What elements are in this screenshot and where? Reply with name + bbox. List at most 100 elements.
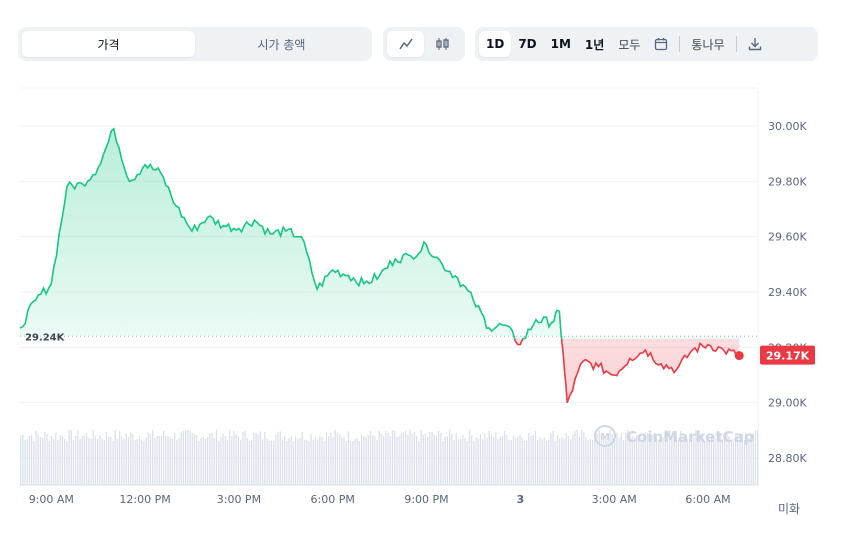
volume-bar xyxy=(339,434,341,485)
volume-bar xyxy=(145,437,147,485)
volume-bar xyxy=(651,435,653,485)
volume-bar xyxy=(545,441,548,485)
volume-bar xyxy=(402,432,405,485)
volume-bar xyxy=(559,438,561,485)
volume-bar xyxy=(262,439,264,485)
volume-bar xyxy=(187,430,189,485)
volume-bar xyxy=(508,440,510,485)
volume-bar xyxy=(198,441,200,485)
volume-bar xyxy=(682,437,684,485)
line-chart-icon xyxy=(398,38,413,50)
volume-bar xyxy=(200,438,202,485)
volume-bar xyxy=(220,437,222,485)
volume-bar xyxy=(506,435,508,485)
y-tick-label: 29.20K xyxy=(768,341,807,354)
volume-bar xyxy=(330,433,332,485)
volume-bar xyxy=(541,439,543,485)
price-line-up xyxy=(19,127,563,339)
volume-bar xyxy=(512,436,515,485)
volume-bar xyxy=(248,441,251,485)
line-chart-button[interactable] xyxy=(387,31,424,57)
volume-bar xyxy=(165,436,167,485)
volume-bar xyxy=(578,437,581,485)
volume-bar xyxy=(132,434,134,485)
volume-bar xyxy=(497,439,499,485)
date-picker-button[interactable] xyxy=(647,31,675,57)
volume-bar xyxy=(189,431,191,485)
metric-tabs: 가격 시가 총액 xyxy=(18,27,372,61)
volume-bar xyxy=(622,440,625,485)
tab-range-1d[interactable]: 1D xyxy=(479,31,512,57)
volume-bar xyxy=(627,430,629,485)
tab-range-1m[interactable]: 1M xyxy=(550,37,571,51)
volume-bar xyxy=(565,433,567,485)
volume-bar xyxy=(218,441,220,485)
volume-bar xyxy=(121,436,123,485)
volume-bar xyxy=(31,435,33,485)
volume-bar xyxy=(114,430,116,485)
volume-bar xyxy=(501,436,504,485)
volume-bar xyxy=(103,440,105,485)
volume-bar xyxy=(515,438,517,485)
volume-bar xyxy=(583,432,585,485)
volume-bar xyxy=(347,431,350,485)
volume-bar xyxy=(726,434,728,485)
tab-market-cap[interactable]: 시가 총액 xyxy=(257,37,306,52)
volume-bar xyxy=(422,435,424,485)
volume-bar xyxy=(653,434,655,485)
volume-bar xyxy=(442,441,444,485)
tab-range-7d[interactable]: 7D xyxy=(518,37,537,51)
volume-bar xyxy=(451,434,453,485)
volume-layer xyxy=(20,430,759,485)
volume-bar xyxy=(37,434,39,485)
volume-bar xyxy=(490,434,493,485)
volume-bar xyxy=(325,432,328,485)
volume-bar xyxy=(306,440,308,485)
volume-bar xyxy=(680,431,682,485)
volume-bar xyxy=(46,434,48,485)
volume-bar xyxy=(112,441,114,485)
tab-price[interactable]: 가격 xyxy=(22,31,195,57)
volume-bar xyxy=(455,433,457,485)
volume-bar xyxy=(539,437,541,485)
volume-bar xyxy=(413,432,416,485)
volume-bar xyxy=(270,441,273,485)
volume-bar xyxy=(361,434,363,485)
x-tick-label: 9:00 AM xyxy=(29,493,74,506)
volume-bar xyxy=(389,436,391,485)
volume-bar xyxy=(581,430,583,485)
volume-bar xyxy=(55,433,57,485)
volume-bar xyxy=(70,430,72,485)
log-scale-button[interactable]: 통나무 xyxy=(691,37,725,52)
volume-bar xyxy=(449,430,451,485)
volume-bar xyxy=(585,437,587,485)
volume-bar xyxy=(385,431,387,485)
volume-bar xyxy=(444,437,446,485)
volume-bar xyxy=(570,439,572,485)
volume-bar xyxy=(255,433,257,485)
volume-bar xyxy=(519,435,521,485)
volume-bar xyxy=(125,434,127,485)
candlestick-button[interactable] xyxy=(424,31,461,57)
volume-bar xyxy=(312,440,314,485)
volume-bar xyxy=(418,441,420,485)
volume-bar xyxy=(671,436,673,485)
volume-bar xyxy=(596,434,598,485)
tab-range-all[interactable]: 모두 xyxy=(618,37,641,52)
volume-bar xyxy=(240,440,242,485)
tab-range-1y[interactable]: 1년 xyxy=(584,37,605,52)
volume-bar xyxy=(92,430,94,485)
y-tick-label: 29.60K xyxy=(768,231,807,244)
volume-bar xyxy=(350,441,352,485)
volume-bar xyxy=(343,437,345,485)
volume-bar xyxy=(303,440,306,485)
volume-bar xyxy=(152,430,154,485)
volume-bar xyxy=(259,431,262,485)
download-button[interactable] xyxy=(741,31,769,57)
volume-bar xyxy=(288,438,290,485)
volume-bar xyxy=(717,435,719,485)
volume-bar xyxy=(691,437,693,485)
volume-bar xyxy=(620,434,622,485)
volume-bar xyxy=(724,434,726,485)
